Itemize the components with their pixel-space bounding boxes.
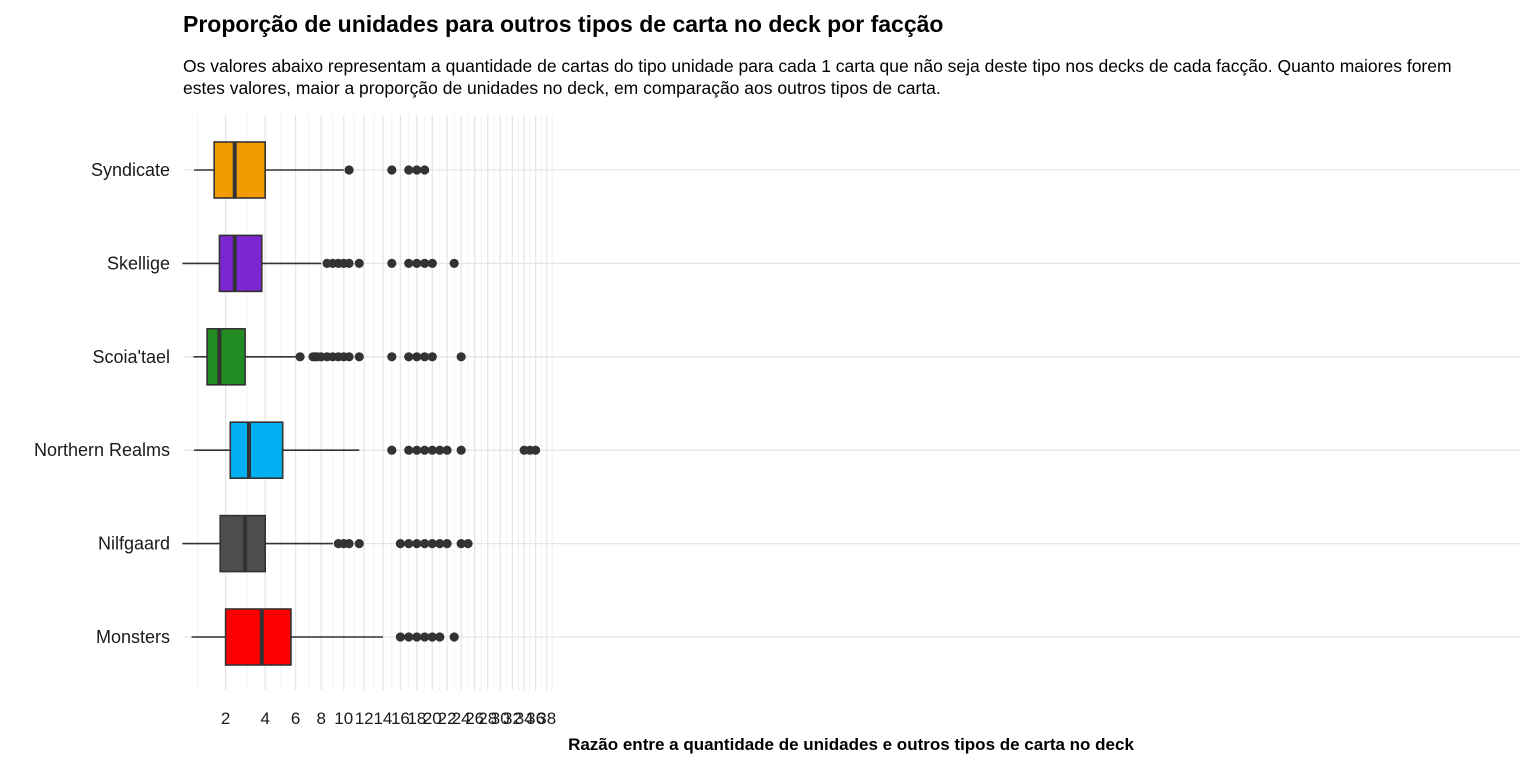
y-category-label: Syndicate [91,160,170,180]
outlier-point [531,445,541,455]
x-tick-label: 14 [373,709,392,728]
x-tick-label: 22 [438,709,457,728]
interquartile-box [229,421,284,480]
y-category-label: Northern Realms [34,440,170,460]
x-tick-label: 34 [515,709,534,728]
outlier-point [456,445,466,455]
outlier-point [435,539,445,549]
outlier-point [449,258,459,268]
outlier-point [395,632,405,642]
outlier-point [344,258,354,268]
outlier-point [387,352,397,362]
interquartile-box [224,608,292,666]
chart-subtitle: Os valores abaixo representam a quantida… [183,56,1452,98]
x-tick-label: 28 [478,709,497,728]
outlier-point [344,165,354,175]
outlier-point [295,352,305,362]
interquartile-box [218,234,263,293]
outlier-point [427,632,437,642]
outlier-point [456,539,466,549]
outlier-point [456,352,466,362]
box-scoia-tael [193,327,466,386]
x-tick-label: 6 [291,709,300,728]
x-tick-label: 36 [526,709,545,728]
outlier-point [420,352,430,362]
interquartile-box [213,141,266,199]
x-tick-label: 12 [355,709,374,728]
interquartile-box [219,514,267,573]
outlier-point [420,632,430,642]
x-tick-label: 20 [423,709,442,728]
outlier-point [435,632,445,642]
box-skellige [182,234,459,293]
outlier-point [344,352,354,362]
grid-lines [183,115,1520,690]
outlier-point [404,632,414,642]
x-tick-label: 38 [537,709,556,728]
x-tick-label: 2 [221,709,230,728]
x-tick-label: 32 [503,709,522,728]
y-category-label: Monsters [96,627,170,647]
outlier-point [395,539,405,549]
outlier-point [344,539,354,549]
interquartile-box [206,327,246,386]
box-northern-realms [194,421,541,480]
outlier-point [427,539,437,549]
outlier-point [463,539,473,549]
outlier-point [404,445,414,455]
outlier-point [420,445,430,455]
outlier-point [404,258,414,268]
outlier-point [427,258,437,268]
outlier-point [412,352,422,362]
x-tick-label: 8 [316,709,325,728]
outlier-point [420,258,430,268]
y-category-label: Nilfgaard [98,534,170,554]
outlier-point [387,258,397,268]
outlier-point [354,352,364,362]
y-axis-categories: Syndicate Skellige Scoia'tael Northern Real… [34,160,170,647]
x-tick-label: 10 [334,709,353,728]
outlier-point [420,165,430,175]
outlier-point [412,165,422,175]
chart-title: Proporção de unidades para outros tipos … [183,11,944,37]
outlier-point [412,539,422,549]
outlier-point [449,632,459,642]
x-tick-label: 18 [407,709,426,728]
outlier-point [427,445,437,455]
outlier-point [442,445,452,455]
x-tick-label: 30 [491,709,510,728]
x-tick-label: 4 [260,709,269,728]
outlier-point [412,445,422,455]
x-tick-label: 24 [452,709,471,728]
x-tick-label: 16 [391,709,410,728]
outlier-point [354,539,364,549]
box-syndicate [194,141,430,199]
y-category-label: Skellige [107,253,170,273]
outlier-point [354,258,364,268]
outlier-point [404,165,414,175]
x-axis-label: Razão entre a quantidade de unidades e o… [568,735,1134,754]
x-tick-label: 26 [465,709,484,728]
box-nilfgaard [182,514,473,573]
outlier-point [404,539,414,549]
box-monsters [191,608,459,666]
box-series [182,141,541,666]
outlier-point [412,632,422,642]
outlier-point [435,445,445,455]
outlier-point [412,258,422,268]
outlier-point [420,539,430,549]
outlier-point [427,352,437,362]
outlier-point [404,352,414,362]
outlier-point [442,539,452,549]
outlier-point [387,165,397,175]
outlier-point [387,445,397,455]
y-category-label: Scoia'tael [93,347,170,367]
